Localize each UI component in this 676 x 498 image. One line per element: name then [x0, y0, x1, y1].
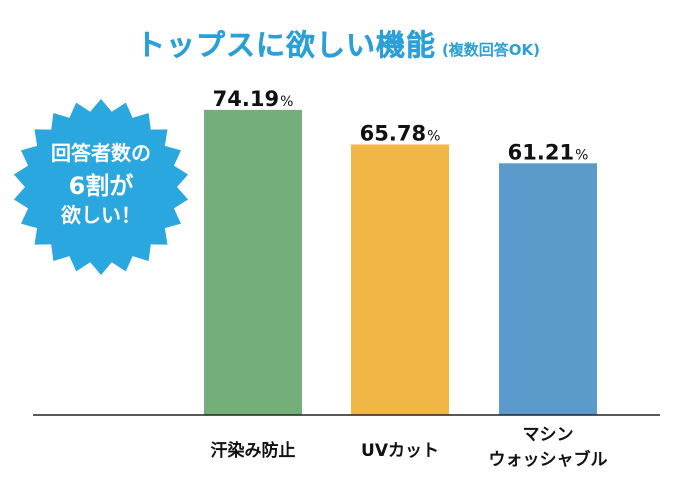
value-label-unit: %	[427, 128, 440, 144]
callout-badge: 回答者数の 6割が 欲しい！	[13, 99, 189, 275]
value-label-unit: %	[575, 147, 588, 163]
bar-series	[204, 109, 597, 416]
chart-title: トップスに欲しい機能 (複数回答OK)	[0, 22, 676, 64]
category-label-3-line-1: マシン	[523, 425, 574, 445]
category-label-3-line-2: ウォッシャブル	[489, 449, 608, 470]
value-labels: 74.19%65.78%61.21%	[213, 87, 589, 164]
value-label-number: 61.21	[508, 140, 574, 164]
value-label-number: 65.78	[360, 121, 426, 145]
value-label-2: 65.78%	[360, 121, 441, 145]
category-label-1-line-1: 汗染み防止	[211, 440, 296, 461]
value-label-3: 61.21%	[508, 140, 589, 164]
badge-line-1: 回答者数の	[51, 141, 151, 165]
badge-line-3: 欲しい！	[60, 203, 141, 227]
bar-2	[351, 144, 449, 416]
chart-title-sub: (複数回答OK)	[441, 41, 541, 59]
chart-title-main: トップスに欲しい機能	[135, 28, 436, 62]
category-label-2-line-1: UVカット	[361, 441, 439, 461]
bar-3	[499, 163, 597, 415]
value-label-unit: %	[280, 94, 293, 110]
value-label-number: 74.19	[213, 87, 279, 111]
badge-line-2: 6割が	[69, 172, 134, 200]
value-label-1: 74.19%	[213, 87, 294, 111]
starburst-badge-shape	[13, 99, 189, 275]
bar-1	[204, 109, 302, 416]
